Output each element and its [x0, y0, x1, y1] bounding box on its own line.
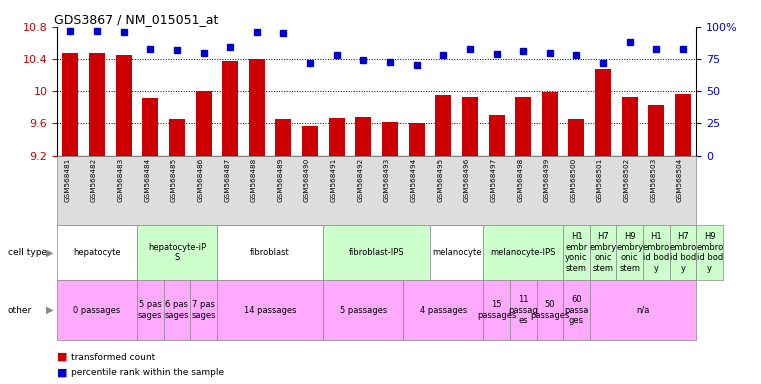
Text: 60
passa
ges: 60 passa ges: [564, 295, 589, 325]
Text: GSM568494: GSM568494: [411, 157, 417, 202]
Bar: [568, 119, 584, 156]
Text: 5 passages: 5 passages: [339, 306, 387, 314]
Text: cell type: cell type: [8, 248, 46, 257]
Text: 14 passages: 14 passages: [244, 306, 296, 314]
Text: transformed count: transformed count: [71, 353, 155, 362]
Text: ■: ■: [57, 352, 68, 362]
Text: H9
embro
id bod
y: H9 embro id bod y: [696, 232, 723, 273]
Text: H7
embry
onic
stem: H7 embry onic stem: [590, 232, 616, 273]
Text: H1
embr
yonic
stem: H1 embr yonic stem: [565, 232, 587, 273]
Text: 4 passages: 4 passages: [419, 306, 467, 314]
Text: GSM568496: GSM568496: [464, 157, 470, 202]
Text: 7 pas
sages: 7 pas sages: [191, 300, 216, 320]
Text: ▶: ▶: [46, 247, 53, 258]
Text: GSM568495: GSM568495: [438, 157, 443, 202]
Text: GSM568500: GSM568500: [571, 157, 577, 202]
Text: GSM568487: GSM568487: [224, 157, 230, 202]
Bar: [169, 119, 185, 156]
Text: GSM568492: GSM568492: [358, 157, 364, 202]
Text: n/a: n/a: [636, 306, 650, 314]
Text: GSM568485: GSM568485: [171, 157, 177, 202]
Bar: [515, 97, 531, 156]
Bar: [675, 94, 691, 156]
Bar: [329, 118, 345, 156]
Text: GDS3867 / NM_015051_at: GDS3867 / NM_015051_at: [54, 13, 218, 26]
Bar: [355, 117, 371, 156]
Bar: [542, 92, 558, 156]
Bar: [435, 95, 451, 156]
Bar: [62, 53, 78, 156]
Text: GSM568481: GSM568481: [65, 157, 70, 202]
Bar: [196, 91, 212, 156]
Text: H9
embry
onic
stem: H9 embry onic stem: [616, 232, 643, 273]
Bar: [648, 105, 664, 156]
Text: GSM568504: GSM568504: [677, 157, 683, 202]
Text: GSM568490: GSM568490: [304, 157, 310, 202]
Bar: [409, 122, 425, 156]
Text: GSM568482: GSM568482: [91, 157, 97, 202]
Text: H1
embro
id bod
y: H1 embro id bod y: [643, 232, 670, 273]
Text: GSM568488: GSM568488: [251, 157, 257, 202]
Bar: [249, 59, 265, 156]
Text: GSM568503: GSM568503: [651, 157, 657, 202]
Text: GSM568493: GSM568493: [384, 157, 390, 202]
Text: fibroblast-IPS: fibroblast-IPS: [349, 248, 405, 257]
Text: GSM568489: GSM568489: [278, 157, 284, 202]
Text: GSM568502: GSM568502: [624, 157, 630, 202]
Text: 15
passages: 15 passages: [477, 300, 516, 320]
Bar: [489, 115, 505, 156]
Text: ▶: ▶: [46, 305, 53, 315]
Text: H7
embro
id bod
y: H7 embro id bod y: [670, 232, 696, 273]
Text: 50
passages: 50 passages: [530, 300, 569, 320]
Text: GSM568483: GSM568483: [118, 157, 123, 202]
Text: melanocyte: melanocyte: [431, 248, 482, 257]
Text: GSM568497: GSM568497: [491, 157, 496, 202]
Bar: [622, 97, 638, 156]
Text: other: other: [8, 306, 32, 314]
Text: 6 pas
sages: 6 pas sages: [164, 300, 189, 320]
Text: hepatocyte-iP
S: hepatocyte-iP S: [148, 243, 206, 262]
Text: 11
passag
es: 11 passag es: [508, 295, 538, 325]
Text: fibroblast: fibroblast: [250, 248, 290, 257]
Text: GSM568501: GSM568501: [597, 157, 603, 202]
Bar: [222, 61, 238, 156]
Text: percentile rank within the sample: percentile rank within the sample: [71, 368, 224, 377]
Bar: [275, 119, 291, 156]
Text: 5 pas
sages: 5 pas sages: [138, 300, 163, 320]
Bar: [302, 126, 318, 156]
Bar: [462, 97, 478, 156]
Bar: [382, 122, 398, 156]
Text: ■: ■: [57, 367, 68, 377]
Text: hepatocyte: hepatocyte: [73, 248, 121, 257]
Bar: [116, 55, 132, 156]
Text: GSM568499: GSM568499: [544, 157, 549, 202]
Text: GSM568491: GSM568491: [331, 157, 337, 202]
Text: melanocyte-IPS: melanocyte-IPS: [491, 248, 556, 257]
Text: GSM568498: GSM568498: [517, 157, 524, 202]
Text: GSM568486: GSM568486: [198, 157, 204, 202]
Bar: [89, 53, 105, 156]
Bar: [142, 98, 158, 156]
Bar: [595, 69, 611, 156]
Text: GSM568484: GSM568484: [145, 157, 151, 202]
Text: 0 passages: 0 passages: [73, 306, 121, 314]
